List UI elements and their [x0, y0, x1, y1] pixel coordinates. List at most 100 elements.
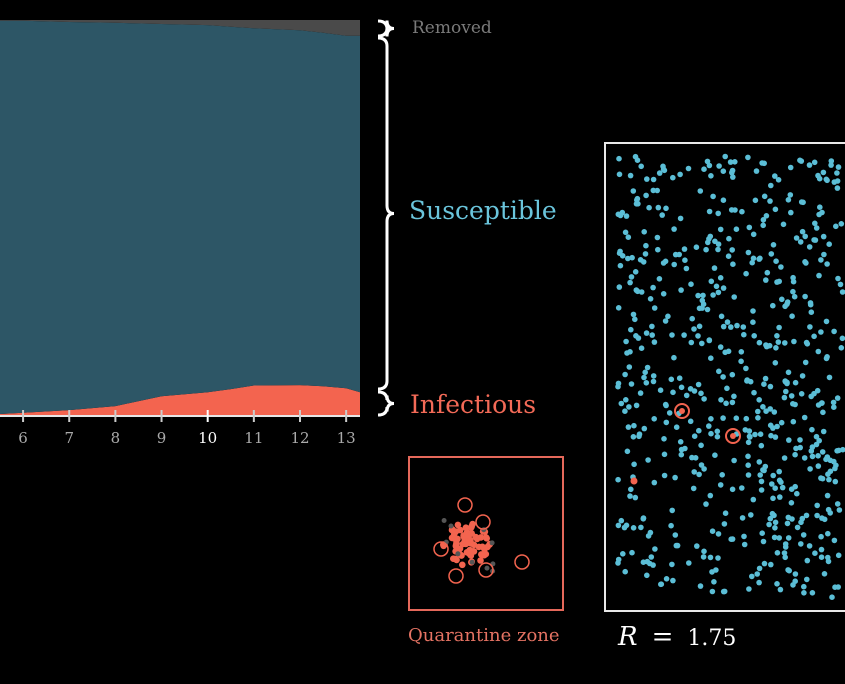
area-susceptible [0, 20, 360, 415]
susceptible-dot [615, 305, 622, 311]
susceptible-dot [643, 330, 650, 336]
susceptible-dot [745, 453, 751, 460]
susceptible-dot [697, 188, 704, 194]
susceptible-dot [709, 569, 715, 575]
susceptible-dot [763, 342, 769, 348]
susceptible-dot [769, 510, 776, 517]
quarantined-ring [457, 497, 473, 513]
susceptible-dot [791, 338, 797, 345]
susceptible-dot [800, 532, 807, 538]
susceptible-dot [634, 157, 641, 163]
susceptible-dot [755, 415, 761, 421]
susceptible-dot [651, 416, 657, 422]
susceptible-dot [784, 520, 791, 527]
susceptible-dot [825, 506, 832, 513]
susceptible-dot [695, 292, 701, 299]
quarantined-dot [459, 561, 466, 569]
susceptible-dot [761, 560, 768, 567]
susceptible-dot [615, 522, 622, 529]
susceptible-dot [678, 384, 685, 391]
susceptible-dot [815, 348, 822, 355]
susceptible-dot [834, 395, 841, 401]
susceptible-dot [656, 276, 663, 282]
susceptible-dot [770, 302, 776, 309]
susceptible-dot [645, 457, 651, 463]
susceptible-dot [819, 475, 826, 482]
susceptible-dot [637, 257, 644, 263]
susceptible-dot [709, 528, 716, 534]
susceptible-dot [661, 436, 667, 442]
susceptible-dot [717, 344, 724, 350]
susceptible-dot [776, 477, 783, 484]
susceptible-dot [615, 556, 622, 563]
susceptible-dot [636, 433, 642, 440]
susceptible-dot [698, 390, 704, 397]
quarantined-dot [462, 540, 470, 548]
susceptible-dot [691, 469, 697, 475]
quarantined-dot [478, 551, 485, 558]
susceptible-dot [812, 550, 818, 556]
susceptible-dot [774, 333, 780, 339]
susceptible-dot [779, 484, 786, 491]
susceptible-dot [689, 315, 695, 322]
susceptible-dot [627, 493, 633, 499]
susceptible-dot [644, 572, 650, 579]
area-series-group [0, 20, 360, 416]
susceptible-dot [720, 415, 726, 421]
susceptible-dot [688, 339, 695, 346]
susceptible-dot [811, 159, 818, 166]
susceptible-dot [638, 163, 644, 170]
susceptible-dot [673, 424, 680, 431]
susceptible-dot [813, 433, 820, 440]
susceptible-dot [648, 554, 655, 560]
susceptible-dot [814, 502, 820, 509]
x-tick-label-12: 12 [290, 429, 309, 447]
susceptible-dot [668, 376, 675, 383]
susceptible-dot [792, 483, 798, 490]
removed-dot [489, 540, 495, 546]
susceptible-dot [806, 162, 813, 168]
susceptible-dot [814, 387, 821, 394]
susceptible-dot [788, 393, 795, 399]
susceptible-dot [624, 448, 631, 455]
susceptible-dot [711, 579, 717, 585]
susceptible-dot [699, 340, 705, 347]
susceptible-dot [760, 222, 766, 229]
susceptible-dot [760, 404, 766, 410]
susceptible-dot [775, 177, 782, 183]
susceptible-dot [729, 486, 736, 493]
susceptible-dot [774, 581, 780, 587]
quarantined-dot [467, 540, 475, 547]
susceptible-dot [782, 303, 788, 310]
susceptible-dot [832, 478, 839, 485]
susceptible-dot [793, 445, 799, 452]
x-tick-label-13: 13 [337, 429, 356, 447]
susceptible-dot [808, 393, 814, 400]
susceptible-dot [815, 453, 821, 459]
quarantined-ring [448, 568, 464, 584]
susceptible-dot [683, 265, 690, 272]
susceptible-dot [650, 187, 657, 194]
susceptible-dot [617, 212, 624, 219]
susceptible-dot [752, 197, 759, 204]
susceptible-dot [632, 494, 639, 501]
susceptible-dot [768, 432, 774, 439]
susceptible-dot [792, 401, 798, 408]
susceptible-dot [772, 485, 778, 492]
susceptible-dot [819, 449, 826, 455]
susceptible-dot [777, 494, 783, 500]
susceptible-dot [834, 170, 840, 176]
susceptible-dot [792, 451, 798, 458]
susceptible-dot [662, 401, 669, 408]
susceptible-dot [758, 442, 765, 449]
susceptible-dot [813, 225, 820, 231]
susceptible-dot [771, 534, 778, 541]
susceptible-dot [792, 571, 799, 577]
susceptible-dot [776, 324, 782, 331]
susceptible-dot [699, 297, 706, 304]
susceptible-dot [760, 467, 766, 473]
susceptible-dot [616, 171, 623, 178]
susceptible-dot [734, 322, 740, 329]
susceptible-dot [628, 326, 634, 333]
susceptible-dot [650, 378, 657, 385]
